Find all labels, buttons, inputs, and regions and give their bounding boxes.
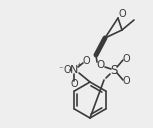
Text: N: N [70, 65, 78, 75]
Text: O: O [63, 65, 71, 75]
Text: +: + [76, 61, 82, 67]
Text: S: S [110, 63, 118, 77]
Text: O: O [70, 79, 78, 89]
Text: O: O [82, 56, 90, 66]
Text: O: O [122, 54, 130, 64]
Text: O: O [118, 9, 126, 19]
Text: O: O [97, 60, 105, 70]
Text: O: O [122, 76, 130, 86]
Text: ⁻: ⁻ [59, 66, 63, 74]
